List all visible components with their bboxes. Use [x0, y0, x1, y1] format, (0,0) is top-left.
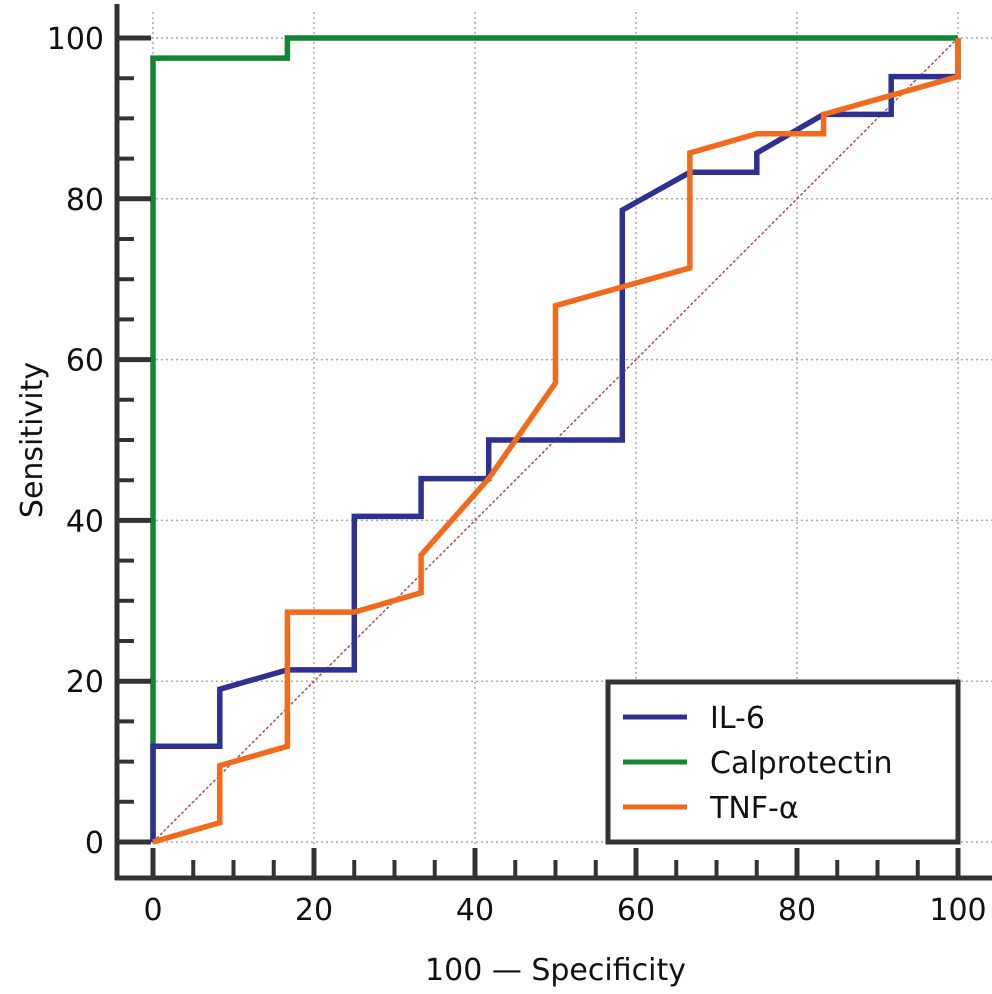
- x-tick-label: 80: [778, 893, 816, 928]
- x-tick-label: 60: [617, 893, 655, 928]
- series-line-calprotectin: [150, 35, 958, 842]
- y-axis-title: Sensitivity: [15, 362, 50, 518]
- x-tick-label: 20: [295, 893, 333, 928]
- legend: IL-6 Calprotectin TNF-α: [605, 679, 961, 845]
- legend-label: IL-6: [710, 701, 765, 736]
- tick-labels: 0 20 40 60 80 100 0 20 40 60 80 100: [47, 22, 987, 928]
- legend-label: TNF-α: [709, 791, 799, 826]
- x-tick-label: 0: [143, 893, 162, 928]
- ticks: [117, 35, 961, 878]
- legend-item: IL-6: [623, 701, 765, 736]
- legend-item: Calprotectin: [623, 746, 893, 781]
- x-tick-label: 40: [456, 893, 494, 928]
- y-tick-label: 60: [66, 344, 104, 379]
- legend-label: Calprotectin: [710, 746, 893, 781]
- series-line-il-6: [150, 38, 961, 842]
- y-tick-label: 0: [85, 826, 104, 861]
- x-tick-label: 100: [929, 893, 986, 928]
- legend-items: IL-6 Calprotectin TNF-α: [623, 701, 893, 826]
- legend-item: TNF-α: [623, 791, 799, 826]
- series-line-tnf-: [152, 38, 961, 845]
- series-lines: [150, 35, 961, 845]
- y-tick-label: 40: [66, 504, 104, 539]
- x-axis-title: 100 — Specificity: [425, 953, 686, 988]
- y-tick-label: 80: [66, 183, 104, 218]
- gridlines: [151, 12, 992, 844]
- y-tick-label: 100: [47, 22, 104, 57]
- y-tick-label: 20: [66, 665, 104, 700]
